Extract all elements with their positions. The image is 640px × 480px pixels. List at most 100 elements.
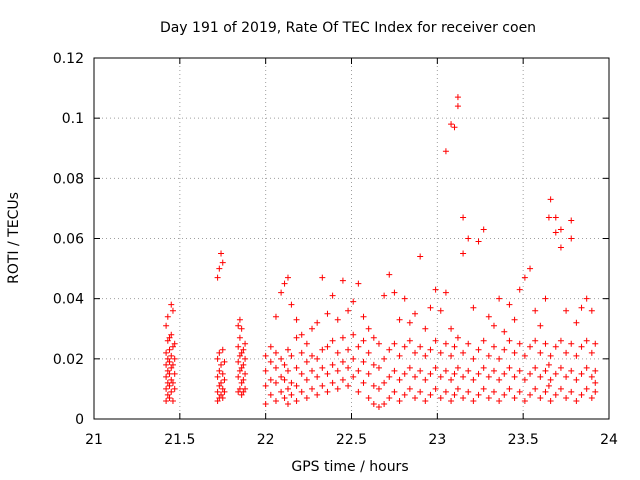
data-point — [557, 364, 564, 371]
data-point — [480, 337, 487, 344]
data-point — [214, 373, 221, 380]
data-point — [448, 352, 455, 359]
data-point — [485, 313, 492, 320]
data-point — [545, 382, 552, 389]
data-point — [588, 307, 595, 314]
data-point — [240, 388, 247, 395]
data-point — [171, 355, 178, 362]
data-point — [563, 349, 570, 356]
data-point — [214, 355, 221, 362]
data-point — [391, 340, 398, 347]
data-point — [214, 388, 221, 395]
data-point — [506, 385, 513, 392]
data-point — [501, 346, 508, 353]
data-point — [355, 343, 362, 350]
data-point — [532, 307, 539, 314]
data-point — [391, 289, 398, 296]
data-point — [578, 343, 585, 350]
data-point — [298, 349, 305, 356]
data-point — [542, 388, 549, 395]
data-point — [168, 388, 175, 395]
data-point — [460, 373, 467, 380]
data-point — [573, 319, 580, 326]
data-point — [521, 352, 528, 359]
data-point — [470, 355, 477, 362]
data-point — [278, 289, 285, 296]
data-point — [475, 370, 482, 377]
data-point — [298, 331, 305, 338]
data-point — [557, 244, 564, 251]
data-point — [267, 358, 274, 365]
data-point — [592, 340, 599, 347]
data-point — [532, 385, 539, 392]
data-point — [578, 370, 585, 377]
data-point — [166, 382, 173, 389]
data-point — [537, 394, 544, 401]
data-point — [396, 397, 403, 404]
data-point — [163, 361, 170, 368]
data-point — [267, 343, 274, 350]
data-point — [537, 322, 544, 329]
x-tick-label: 22.5 — [336, 432, 367, 448]
data-point — [448, 397, 455, 404]
data-point — [448, 121, 455, 128]
data-point — [422, 376, 429, 383]
data-point — [432, 385, 439, 392]
x-tick-label: 24 — [600, 432, 618, 448]
data-point — [216, 382, 223, 389]
data-point — [573, 397, 580, 404]
data-point — [583, 364, 590, 371]
data-point — [235, 343, 242, 350]
data-point — [169, 379, 176, 386]
data-point — [552, 391, 559, 398]
data-point — [568, 388, 575, 395]
x-tick-label: 23.5 — [508, 432, 539, 448]
data-point — [219, 385, 226, 392]
data-point — [552, 229, 559, 236]
data-point — [355, 280, 362, 287]
data-point — [527, 343, 534, 350]
data-point — [345, 364, 352, 371]
data-point — [309, 352, 316, 359]
data-point — [406, 385, 413, 392]
data-point — [236, 385, 243, 392]
data-point — [568, 217, 575, 224]
data-point — [171, 370, 178, 377]
data-point — [164, 391, 171, 398]
data-point — [365, 349, 372, 356]
data-point — [164, 379, 171, 386]
data-point — [401, 370, 408, 377]
data-point — [235, 322, 242, 329]
data-point — [588, 349, 595, 356]
data-point — [166, 370, 173, 377]
data-point — [557, 337, 564, 344]
data-point — [240, 361, 247, 368]
data-point — [350, 298, 357, 305]
data-point — [432, 364, 439, 371]
data-point — [563, 394, 570, 401]
x-tick-label: 23 — [428, 432, 446, 448]
data-point — [272, 379, 279, 386]
data-point — [406, 337, 413, 344]
data-point — [568, 367, 575, 374]
data-point — [242, 340, 249, 347]
data-point — [454, 364, 461, 371]
data-point — [545, 361, 552, 368]
data-point — [334, 367, 341, 374]
data-point — [319, 274, 326, 281]
data-point — [216, 349, 223, 356]
data-point — [267, 391, 274, 398]
data-point — [360, 379, 367, 386]
y-tick-label: 0.08 — [53, 171, 84, 187]
data-point — [442, 289, 449, 296]
data-point — [427, 370, 434, 377]
data-point — [412, 310, 419, 317]
data-point — [516, 286, 523, 293]
data-point — [496, 397, 503, 404]
data-points — [163, 94, 599, 410]
data-point — [238, 325, 245, 332]
data-point — [219, 346, 226, 353]
data-point — [303, 376, 310, 383]
data-point — [284, 367, 291, 374]
data-point — [537, 349, 544, 356]
